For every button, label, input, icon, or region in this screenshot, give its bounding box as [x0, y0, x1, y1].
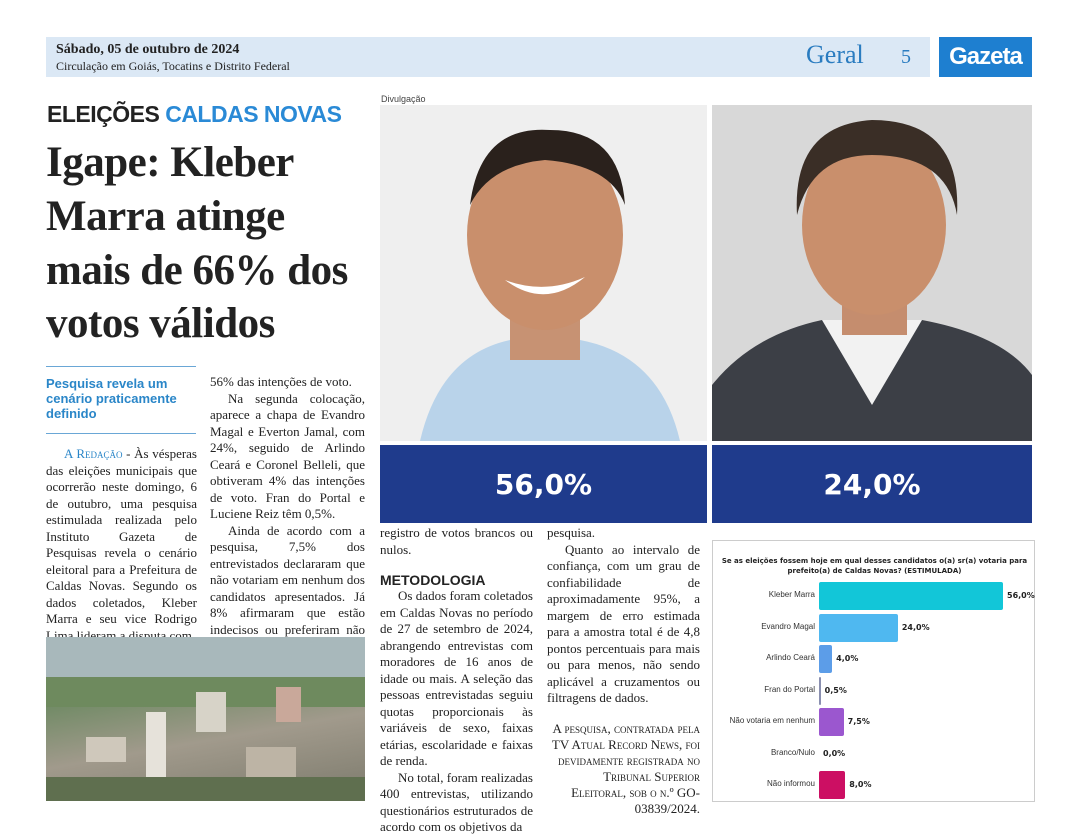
value-label: 0,5% — [824, 685, 847, 695]
paragraph: pesquisa. — [547, 525, 596, 540]
subheadline: Pesquisa revela um cenário praticamente … — [46, 376, 177, 421]
circulation: Circulação em Goiás, Tocatins e Distrito… — [56, 59, 290, 73]
value-label: 8,0% — [849, 780, 872, 789]
paragraph: Os dados foram coletados em Caldas Novas… — [380, 588, 533, 768]
category-label: Não votaria em nenhum — [729, 716, 815, 725]
page-number: 5 — [901, 46, 911, 68]
photo-credit: Divulgação — [381, 94, 426, 104]
text-column-2: 56% das intenções de voto. Na segunda co… — [210, 374, 365, 671]
gazeta-logo: Gazeta — [939, 37, 1032, 77]
paragraph: Quanto ao intervalo de confiança, com um… — [547, 541, 700, 706]
bar — [819, 613, 898, 642]
bar — [819, 676, 821, 705]
percent-kleber: 56,0% — [380, 445, 707, 523]
value-label: 24,0% — [901, 622, 930, 632]
issue-date: Sábado, 05 de outubro de 2024 — [56, 42, 240, 57]
kicker-topic: ELEIÇÕES — [47, 101, 160, 127]
registration-note: A pesquisa, contratada pela TV Atual Rec… — [551, 720, 700, 816]
paragraph: registro de votos brancos ou nulos. — [380, 525, 533, 557]
chart-row: Não informou 8,0% — [713, 770, 1036, 800]
value-label: 0,0% — [823, 748, 846, 758]
category-label: Não informou — [766, 779, 815, 788]
bar — [819, 708, 844, 736]
value-label: 7,5% — [847, 717, 870, 726]
chart-row: Evandro Magal 24,0% — [713, 613, 1036, 643]
chart-title: Se as eleições fossem hoje em qual desse… — [721, 557, 1028, 575]
chart-row: Kleber Marra 56,0% — [713, 581, 1036, 611]
text-column-1: A Redação - Às vésperas das eleições mun… — [46, 446, 197, 644]
paragraph-text: - Às vésperas das eleições municipais qu… — [46, 446, 197, 643]
bar — [819, 645, 833, 673]
headline: Igape: Kleber Marra atinge mais de 66% d… — [46, 139, 348, 348]
paragraph: Na segunda colocação, aparece a chapa de… — [210, 390, 365, 522]
category-label: Arlindo Ceará — [766, 653, 815, 662]
city-aerial-photo — [46, 637, 365, 801]
percent-evandro: 24,0% — [712, 445, 1032, 523]
divider — [46, 433, 196, 434]
category-label: Branco/Nulo — [770, 747, 815, 757]
photo-evandro-magal — [712, 105, 1032, 441]
section-name: Geral — [806, 40, 864, 69]
text-column-4: pesquisa. Quanto ao intervalo de confian… — [547, 525, 700, 817]
kicker-city: CALDAS NOVAS — [165, 101, 342, 127]
paragraph: 56% das intenções de voto. — [210, 374, 352, 389]
chart-row: Não votaria em nenhum 7,5% — [713, 707, 1036, 737]
category-label: Kleber Marra — [768, 590, 815, 599]
bar — [819, 582, 1003, 610]
value-label: 56,0% — [1007, 591, 1035, 600]
poll-bar-chart: Se as eleições fossem hoje em qual desse… — [712, 540, 1035, 802]
value-label: 4,0% — [836, 654, 859, 663]
paragraph: Ainda de acordo com a pesquisa, 7,5% dos… — [210, 522, 365, 670]
paragraph: No total, foram realizadas 400 entrevist… — [380, 769, 533, 835]
photo-kleber-marra — [380, 105, 707, 441]
divider — [46, 366, 196, 367]
section-heading-metodologia: METODOLOGIA — [380, 572, 486, 588]
chart-row: Branco/Nulo 0,0% — [713, 739, 1036, 769]
category-label: Fran do Portal — [764, 684, 815, 694]
category-label: Evandro Magal — [761, 621, 815, 631]
byline: A Redação — [64, 446, 123, 461]
page-header: Sábado, 05 de outubro de 2024 Circulação… — [46, 37, 930, 77]
chart-row: Arlindo Ceará 4,0% — [713, 644, 1036, 674]
text-column-3: registro de votos brancos ou nulos. METO… — [380, 525, 533, 836]
paragraph: A Redação - Às vésperas das eleições mun… — [46, 446, 197, 644]
bar — [819, 771, 846, 799]
kicker: ELEIÇÕES CALDAS NOVAS — [47, 101, 342, 128]
chart-row: Fran do Portal 0,5% — [713, 676, 1036, 706]
